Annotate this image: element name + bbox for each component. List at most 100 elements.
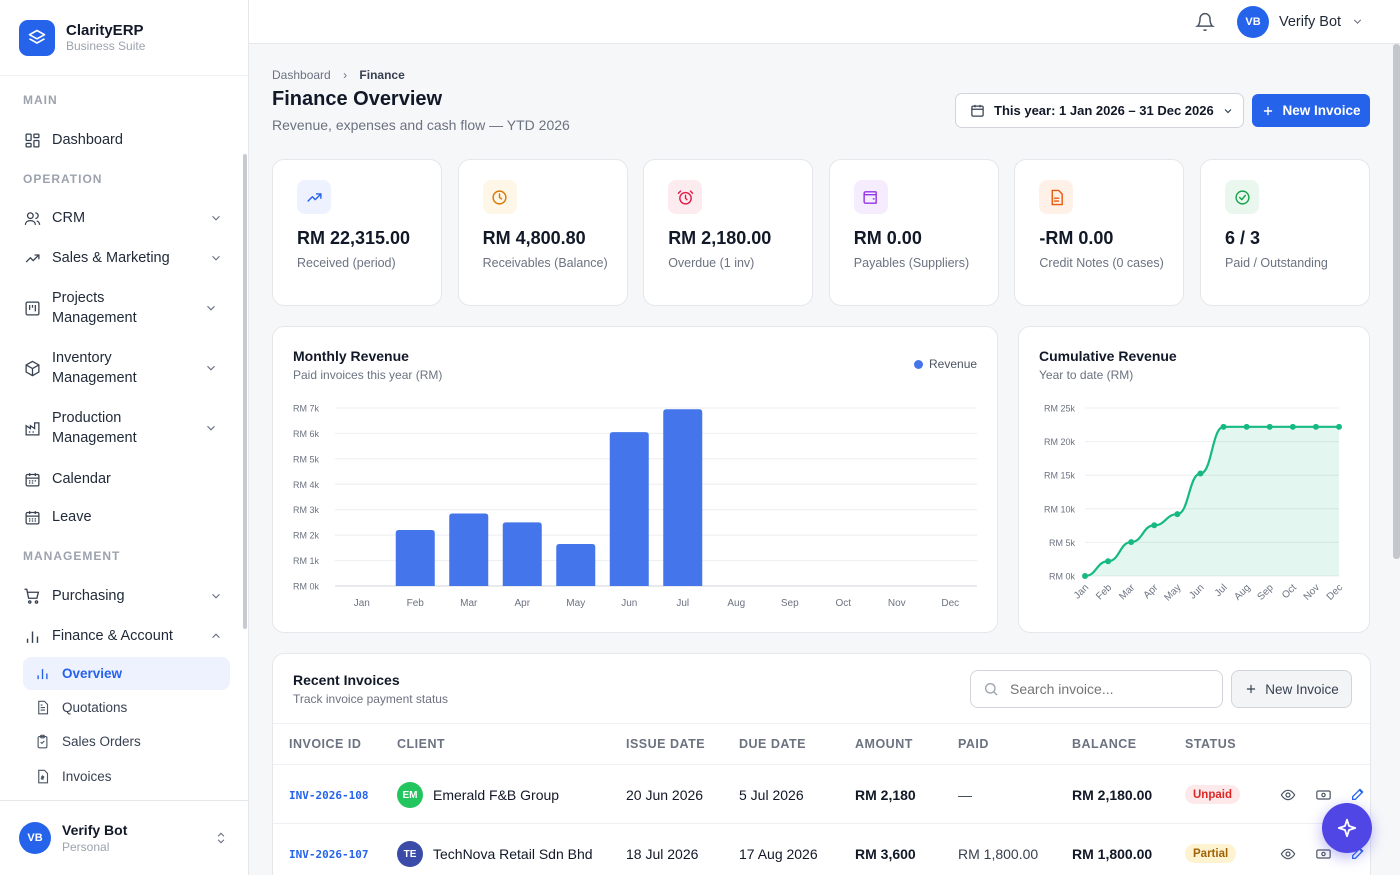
sidebar-item-production[interactable]: Production Management: [23, 408, 218, 448]
table-row[interactable]: INV-2026-107 TE TechNova Retail Sdn Bhd 18 …: [273, 824, 1370, 875]
data-point[interactable]: [1151, 522, 1158, 529]
bar-chart-icon: [35, 666, 50, 681]
sidebar-item-projects[interactable]: Projects Management: [23, 288, 218, 328]
data-point[interactable]: [1289, 423, 1296, 430]
chevron-down-icon: [1353, 19, 1362, 24]
sidebar-item-label: Finance & Account: [52, 628, 173, 644]
data-point[interactable]: [1336, 423, 1342, 430]
edit-icon[interactable]: [1350, 786, 1366, 802]
sidebar-item-inventory[interactable]: Inventory Management: [23, 348, 218, 388]
invoice-id-link[interactable]: INV-2026-107: [289, 848, 369, 861]
sidebar-subitem-sales-orders[interactable]: Sales Orders: [23, 725, 230, 758]
sidebar-item-finance[interactable]: Finance & Account: [23, 626, 223, 646]
table-row[interactable]: INV-2026-108 EM Emerald F&B Group 20 Jun 20…: [273, 765, 1370, 824]
brand[interactable]: ClarityERP Business Suite: [0, 0, 248, 76]
user-menu[interactable]: VB Verify Bot: [1237, 5, 1364, 38]
sidebar-item-calendar[interactable]: Calendar: [23, 469, 223, 489]
bar[interactable]: [395, 530, 435, 586]
sidebar-item-leave[interactable]: Leave: [23, 507, 223, 527]
kpi-card[interactable]: RM 4,800.80 Receivables (Balance): [457, 159, 628, 306]
sidebar-scrollbar[interactable]: [243, 154, 247, 629]
column-header: CLIENT: [397, 737, 446, 751]
data-point[interactable]: [1312, 423, 1319, 430]
bar[interactable]: [502, 522, 542, 586]
cart-icon: [23, 587, 41, 605]
invoice-search[interactable]: [970, 670, 1223, 708]
breadcrumb-link-dashboard[interactable]: Dashboard: [272, 68, 331, 82]
payment-icon[interactable]: [1315, 846, 1332, 862]
main-scrollbar[interactable]: [1393, 44, 1400, 559]
kpi-card[interactable]: 6 / 3 Paid / Outstanding: [1200, 159, 1370, 306]
kpi-card[interactable]: RM 2,180.00 Overdue (1 inv): [643, 159, 814, 306]
layers-icon: [19, 19, 55, 56]
kpi-label: Receivables (Balance): [482, 256, 608, 270]
kpi-card[interactable]: -RM 0.00 Credit Notes (0 cases): [1014, 159, 1185, 306]
data-point[interactable]: [1220, 423, 1227, 430]
bar[interactable]: [663, 409, 703, 586]
data-point[interactable]: [1105, 558, 1112, 565]
kpi-value: RM 0.00: [853, 228, 922, 248]
page-subtitle: Revenue, expenses and cash flow — YTD 20…: [272, 117, 570, 133]
column-header: ISSUE DATE: [626, 737, 706, 751]
users-icon: [23, 209, 41, 227]
data-point[interactable]: [1197, 470, 1204, 477]
x-tick-label: Jun: [1187, 582, 1206, 601]
sidebar-item-purchasing[interactable]: Purchasing: [23, 586, 223, 606]
document-icon: [1039, 180, 1074, 214]
sidebar-subitem-quotations[interactable]: Quotations: [23, 691, 230, 724]
data-point[interactable]: [1174, 511, 1181, 518]
invoice-id-link[interactable]: INV-2026-108: [289, 789, 369, 802]
eye-icon[interactable]: [1280, 846, 1296, 862]
date-range-picker[interactable]: This year: 1 Jan 2026 – 31 Dec 2026: [955, 93, 1244, 128]
balance: RM 2,180.00: [1072, 787, 1153, 803]
x-tick-label: Jan: [354, 598, 370, 609]
chevron-down-icon: [207, 305, 215, 311]
column-header: INVOICE ID: [289, 737, 362, 751]
breadcrumb-current: Finance: [359, 68, 405, 82]
kpi-value: RM 2,180.00: [668, 228, 772, 248]
eye-icon[interactable]: [1280, 787, 1296, 803]
section-management: MANAGEMENT: [23, 549, 121, 563]
wallet-icon: [853, 180, 888, 214]
bar[interactable]: [449, 513, 489, 586]
bar[interactable]: [609, 432, 649, 586]
sidebar-subitem-overview[interactable]: Overview: [23, 657, 230, 690]
data-point[interactable]: [1243, 423, 1250, 430]
calendar-icon: [971, 104, 984, 117]
y-tick-label: RM 10k: [1044, 504, 1076, 514]
sidebar-item-crm[interactable]: CRM: [23, 208, 223, 228]
x-tick-label: Mar: [460, 598, 478, 609]
sidebar-user-menu[interactable]: VB Verify Bot Personal: [0, 800, 249, 875]
sidebar-subitem-invoices[interactable]: Invoices: [23, 760, 230, 793]
x-tick-label: May: [1162, 582, 1183, 603]
kpi-value: RM 22,315.00: [297, 228, 411, 248]
new-invoice-secondary-button[interactable]: New Invoice: [1231, 670, 1352, 708]
calendar-days-icon: [23, 508, 41, 526]
plus-icon: [1247, 684, 1256, 694]
search-input[interactable]: [1010, 681, 1210, 697]
clipboard-icon: [35, 734, 50, 749]
data-point[interactable]: [1128, 539, 1135, 546]
sidebar-subitem-label: Quotations: [62, 700, 128, 715]
sidebar-item-label: CRM: [52, 210, 86, 226]
chart-legend[interactable]: Revenue: [914, 357, 977, 371]
ai-assistant-button[interactable]: [1322, 803, 1372, 853]
box-icon: [23, 359, 41, 377]
data-point[interactable]: [1082, 573, 1088, 579]
payment-icon[interactable]: [1315, 787, 1332, 803]
sidebar-item-sales-marketing[interactable]: Sales & Marketing: [23, 248, 223, 268]
x-tick-label: May: [566, 598, 585, 609]
data-point[interactable]: [1266, 423, 1273, 430]
kpi-card[interactable]: RM 0.00 Payables (Suppliers): [828, 159, 999, 306]
new-invoice-label: New Invoice: [1282, 103, 1361, 118]
kpi-card[interactable]: RM 22,315.00 Received (period): [272, 159, 442, 306]
client-avatar: EM: [397, 782, 423, 808]
bell-icon[interactable]: [1195, 12, 1215, 32]
sidebar-item-dashboard[interactable]: Dashboard: [23, 130, 223, 150]
new-invoice-button[interactable]: New Invoice: [1252, 94, 1370, 127]
cumulative-revenue-chart: RM 0k RM 5k RM 10k RM 15k RM 20k RM 25k Jan Feb…: [1044, 404, 1345, 604]
x-tick-label: Jul: [676, 598, 689, 609]
bar[interactable]: [556, 544, 596, 586]
trend-up-icon: [297, 180, 331, 214]
plus-icon: [1264, 106, 1273, 115]
